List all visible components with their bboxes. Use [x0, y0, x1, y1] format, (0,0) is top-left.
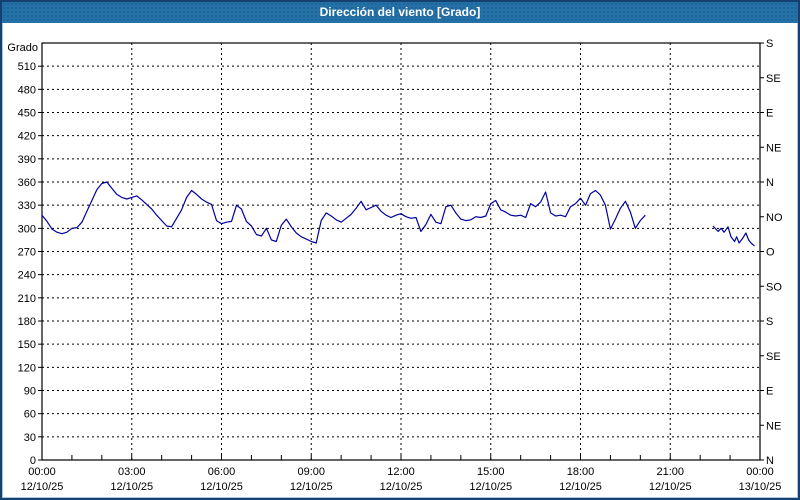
y-axis-tick-label: 0	[30, 455, 36, 467]
y-gridlines-and-left-axis: 5104804504203903603303002702402101801501…	[18, 61, 760, 467]
compass-tick-label: SO	[766, 281, 782, 293]
x-axis-time-label: 18:00	[567, 466, 595, 478]
compass-tick-label: NE	[766, 142, 781, 154]
x-axis-date-label: 12/10/25	[21, 481, 64, 493]
y-axis-tick-label: 360	[18, 177, 36, 189]
x-axis-time-label: 06:00	[208, 466, 236, 478]
x-axis-time-label: 03:00	[118, 466, 146, 478]
x-axis-time-label: 00:00	[28, 466, 56, 478]
x-axis-time-label: 00:00	[746, 466, 774, 478]
compass-tick-label: SE	[766, 351, 781, 363]
y-axis-tick-label: 450	[18, 108, 36, 120]
y-axis-tick-label: 30	[24, 432, 36, 444]
x-axis-date-label: 12/10/25	[559, 481, 602, 493]
right-axis-compass: S SE E NE N NO O SO S SE E NE N	[760, 38, 783, 467]
compass-tick-label: N	[766, 177, 774, 189]
compass-tick-label: SE	[766, 73, 781, 85]
y-axis-tick-label: 120	[18, 362, 36, 374]
x-axis-time-label: 21:00	[656, 466, 684, 478]
x-axis-date-label: 12/10/25	[380, 481, 423, 493]
x-axis-date-label: 12/10/25	[110, 481, 153, 493]
wind-direction-line	[41, 181, 646, 244]
x-axis-time-label: 15:00	[477, 466, 505, 478]
title-bar: Dirección del viento [Grado]	[2, 2, 798, 23]
wind-direction-line	[712, 225, 755, 247]
y-axis-unit-label: Grado	[7, 42, 38, 54]
x-gridlines-and-axis: 00:00 12/10/25 03:00 12/10/25 06:00 12/10/25 0…	[21, 43, 782, 493]
y-axis-tick-label: 270	[18, 247, 36, 259]
y-axis-tick-label: 90	[24, 386, 36, 398]
x-axis-date-label: 12/10/25	[469, 481, 512, 493]
plot-frame	[41, 42, 761, 461]
compass-tick-label: NE	[766, 420, 781, 432]
y-axis-tick-label: 420	[18, 131, 36, 143]
compass-tick-label: O	[766, 247, 775, 259]
compass-tick-label: S	[766, 38, 773, 50]
x-axis-time-label: 12:00	[387, 466, 415, 478]
plot-area	[42, 43, 760, 460]
y-axis-tick-label: 300	[18, 223, 36, 235]
y-axis-tick-label: 210	[18, 293, 36, 305]
y-axis-tick-label: 510	[18, 61, 36, 73]
compass-tick-label: E	[766, 386, 773, 398]
y-axis-tick-label: 150	[18, 339, 36, 351]
x-axis-date-label: 12/10/25	[649, 481, 692, 493]
x-axis-date-label: 12/10/25	[290, 481, 333, 493]
y-axis-tick-label: 480	[18, 84, 36, 96]
x-axis-date-label: 13/10/25	[739, 481, 782, 493]
y-axis-tick-label: 390	[18, 154, 36, 166]
compass-tick-label: NO	[766, 212, 783, 224]
x-axis-date-label: 12/10/25	[200, 481, 243, 493]
y-axis-tick-label: 180	[18, 316, 36, 328]
chart-title: Dirección del viento [Grado]	[319, 5, 481, 19]
x-axis-time-label: 09:00	[297, 466, 325, 478]
compass-tick-label: E	[766, 108, 773, 120]
compass-tick-label: S	[766, 316, 773, 328]
y-axis-tick-label: 60	[24, 409, 36, 421]
compass-tick-label: N	[766, 455, 774, 467]
y-axis-tick-label: 240	[18, 270, 36, 282]
y-axis-tick-label: 330	[18, 200, 36, 212]
